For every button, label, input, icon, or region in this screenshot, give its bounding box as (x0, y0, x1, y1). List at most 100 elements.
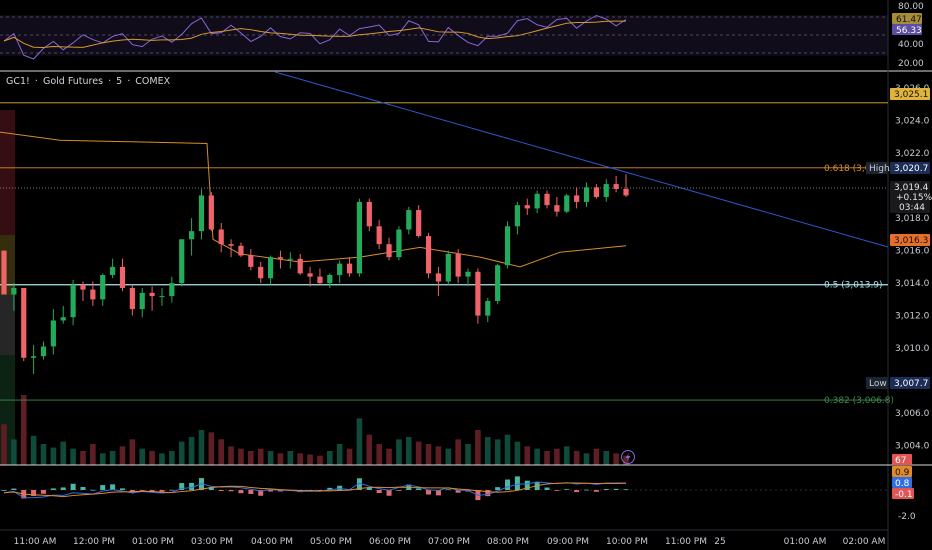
volume-bar (307, 454, 313, 465)
last-price-change: +0.15% (896, 193, 932, 203)
volume-bar (563, 446, 570, 465)
macd-hist-bar (149, 490, 155, 492)
volume-bar (178, 441, 185, 465)
volume-bar (317, 455, 323, 465)
candle-body (238, 245, 244, 256)
macd-value-2: 0.8 (895, 479, 910, 489)
macd-hist-bar (169, 489, 175, 491)
price-tick: 3,024.0 (895, 117, 930, 127)
macd-hist-bar (268, 490, 274, 492)
candle-body (218, 229, 224, 245)
candle-body (307, 273, 313, 277)
volume-bar (188, 437, 195, 465)
candle-body (169, 283, 175, 297)
macd-hist-bar (485, 490, 491, 497)
level-label: 0.618 (3,021.1) (824, 164, 894, 174)
time-tick: 02:00 AM (843, 537, 886, 547)
candle-body (524, 205, 530, 209)
candle-body (139, 292, 145, 310)
candle-body (100, 274, 106, 300)
volume-bar (327, 451, 333, 465)
candle-body (455, 253, 461, 277)
last-price-label: 3,019.4 (894, 183, 929, 193)
title-sep-2: · (108, 76, 112, 87)
time-tick: 03:00 PM (191, 537, 233, 547)
volume-bar (346, 448, 353, 465)
candle-body (31, 356, 37, 358)
low-value-label: 3,007.7 (894, 379, 928, 389)
volume-bar (50, 447, 57, 465)
high-value-label: 3,020.7 (894, 164, 928, 174)
volume-bar (30, 435, 37, 465)
time-tick: 25 (714, 537, 725, 547)
macd-hist-bar (524, 480, 530, 490)
chart-title[interactable]: GC1! · Gold Futures · 5 · COMEX (6, 76, 172, 87)
candle-body (406, 210, 412, 230)
volume-bar (248, 451, 254, 465)
candle-body (495, 265, 501, 301)
volume-bar (524, 446, 531, 465)
macd-hist-bar (248, 490, 254, 494)
lightning-icon[interactable] (621, 450, 635, 464)
bar-countdown: 03:44 (899, 203, 925, 213)
trendline[interactable] (274, 71, 889, 248)
macd-hist-bar (258, 490, 264, 496)
volume-bar (356, 418, 363, 465)
time-tick: 01:00 AM (784, 537, 827, 547)
candle-body (159, 296, 165, 298)
macd-hist-bar (1, 490, 7, 491)
macd-hist-bar (613, 488, 619, 490)
level-label: 0.5 (3,013.9) (824, 281, 883, 291)
rsi-line (3, 14, 627, 60)
candle-body (593, 187, 599, 198)
candle-body (544, 193, 550, 206)
macd-hist-bar (119, 488, 125, 490)
title-sep-1: · (34, 76, 38, 87)
volume-bars (1, 395, 629, 465)
candle-body (317, 276, 323, 284)
volume-bar (139, 448, 146, 465)
volume-bar (90, 444, 96, 465)
volume-bar (504, 434, 511, 465)
time-tick: 08:00 PM (487, 537, 529, 547)
rsi-value-label: 61.47 (896, 15, 922, 25)
volume-bar (435, 446, 442, 465)
candle-body (376, 226, 382, 245)
candle-body (485, 300, 491, 316)
volume-bar (583, 453, 590, 465)
time-tick: 11:00 AM (14, 537, 57, 547)
ma-value-label: 3,016.3 (894, 236, 928, 246)
volume-bar (415, 441, 422, 465)
price-tick: 3,018.0 (895, 214, 930, 224)
volume-bar (109, 451, 116, 465)
candle-body (623, 188, 629, 196)
macd-hist-bar (70, 483, 76, 490)
candle-body (554, 205, 560, 212)
candle-body (1, 250, 7, 295)
macd-hist-bar (584, 489, 590, 491)
macd-value-1: 0.9 (895, 468, 910, 478)
candle-body (198, 195, 205, 232)
macd-hist-bar (593, 490, 599, 492)
candle-body (396, 229, 402, 258)
macd-hist-bar (100, 485, 106, 490)
candle-body (386, 244, 392, 258)
candle-body (366, 201, 372, 227)
macd-hist-bar (11, 488, 17, 490)
volume-bar (1, 424, 7, 465)
candle-body (119, 266, 126, 288)
price-tick: 3,012.0 (895, 312, 930, 322)
macd-hist-bar (416, 488, 422, 490)
candle-body (21, 287, 27, 358)
macd-hist-bar (623, 489, 629, 491)
time-tick: 04:00 PM (251, 537, 293, 547)
candle-body (228, 244, 234, 246)
macd-hist-bar (603, 489, 609, 490)
time-tick: 09:00 PM (547, 537, 589, 547)
volume-bar (257, 448, 264, 465)
macd-hist-bar (159, 490, 165, 492)
volume-bar (445, 448, 452, 465)
volume-bar (149, 451, 155, 465)
candle-body (445, 253, 451, 282)
